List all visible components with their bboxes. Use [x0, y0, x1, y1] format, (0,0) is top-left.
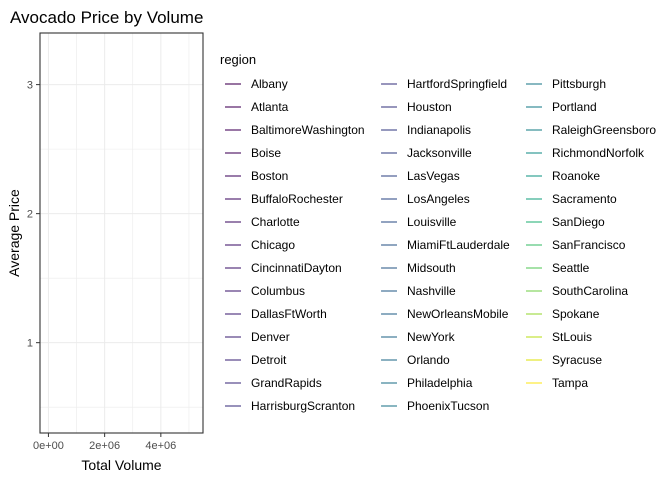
legend-label: NewOrleansMobile — [407, 307, 509, 321]
legend: region Albany Atlanta BaltimoreWashington B… — [220, 52, 656, 413]
x-tick-label: 4e+06 — [145, 440, 176, 452]
y-tick-label: 2 — [27, 209, 33, 221]
legend-label: HarrisburgScranton — [251, 399, 355, 413]
x-axis: 0e+00 2e+06 4e+06 — [33, 433, 176, 452]
legend-label: Detroit — [251, 353, 287, 367]
legend-label: StLouis — [552, 330, 592, 344]
legend-label: BaltimoreWashington — [251, 123, 365, 137]
legend-label: HartfordSpringfield — [407, 77, 507, 91]
legend-label: Chicago — [251, 238, 295, 252]
legend-label: Boston — [251, 169, 288, 183]
legend-label: NewYork — [407, 330, 456, 344]
x-axis-title: Total Volume — [81, 457, 161, 473]
legend-label: Midsouth — [407, 261, 456, 275]
legend-label: LasVegas — [407, 169, 460, 183]
legend-label: LosAngeles — [407, 192, 470, 206]
y-tick-label: 1 — [27, 338, 33, 350]
grid — [40, 33, 203, 433]
legend-label: Spokane — [552, 307, 600, 321]
y-tick-label: 3 — [27, 80, 33, 92]
chart-title: Avocado Price by Volume — [10, 8, 203, 27]
y-axis: 1 2 3 — [27, 80, 40, 350]
legend-label: Nashville — [407, 284, 456, 298]
legend-label: Indianapolis — [407, 123, 471, 137]
legend-label: CincinnatiDayton — [251, 261, 342, 275]
legend-label: MiamiFtLauderdale — [407, 238, 510, 252]
legend-label: Roanoke — [552, 169, 600, 183]
legend-label: Portland — [552, 100, 597, 114]
legend-label: Pittsburgh — [552, 77, 606, 91]
legend-label: Houston — [407, 100, 452, 114]
legend-label: Denver — [251, 330, 290, 344]
legend-label: DallasFtWorth — [251, 307, 327, 321]
legend-label: SanDiego — [552, 215, 605, 229]
legend-label: GrandRapids — [251, 376, 322, 390]
legend-label: Jacksonville — [407, 146, 472, 160]
legend-label: SouthCarolina — [552, 284, 628, 298]
legend-label: Tampa — [552, 376, 588, 390]
plot-panel — [39, 32, 204, 434]
legend-title: region — [220, 52, 256, 67]
legend-label: RaleighGreensboro — [552, 123, 656, 137]
legend-label: Philadelphia — [407, 376, 473, 390]
legend-label: Columbus — [251, 284, 305, 298]
legend-label: RichmondNorfolk — [552, 146, 645, 160]
legend-label: BuffaloRochester — [251, 192, 343, 206]
legend-label: Seattle — [552, 261, 590, 275]
legend-label: Charlotte — [251, 215, 300, 229]
legend-label: Syracuse — [552, 353, 602, 367]
legend-label: Boise — [251, 146, 281, 160]
y-axis-title: Average Price — [6, 189, 22, 277]
legend-label: Sacramento — [552, 192, 617, 206]
x-tick-label: 2e+06 — [89, 440, 120, 452]
x-tick-label: 0e+00 — [33, 440, 64, 452]
legend-label: PhoenixTucson — [407, 399, 489, 413]
legend-label: SanFrancisco — [552, 238, 626, 252]
legend-label: Atlanta — [251, 100, 289, 114]
legend-label: Louisville — [407, 215, 457, 229]
legend-label: Albany — [251, 77, 288, 91]
legend-label: Orlando — [407, 353, 450, 367]
